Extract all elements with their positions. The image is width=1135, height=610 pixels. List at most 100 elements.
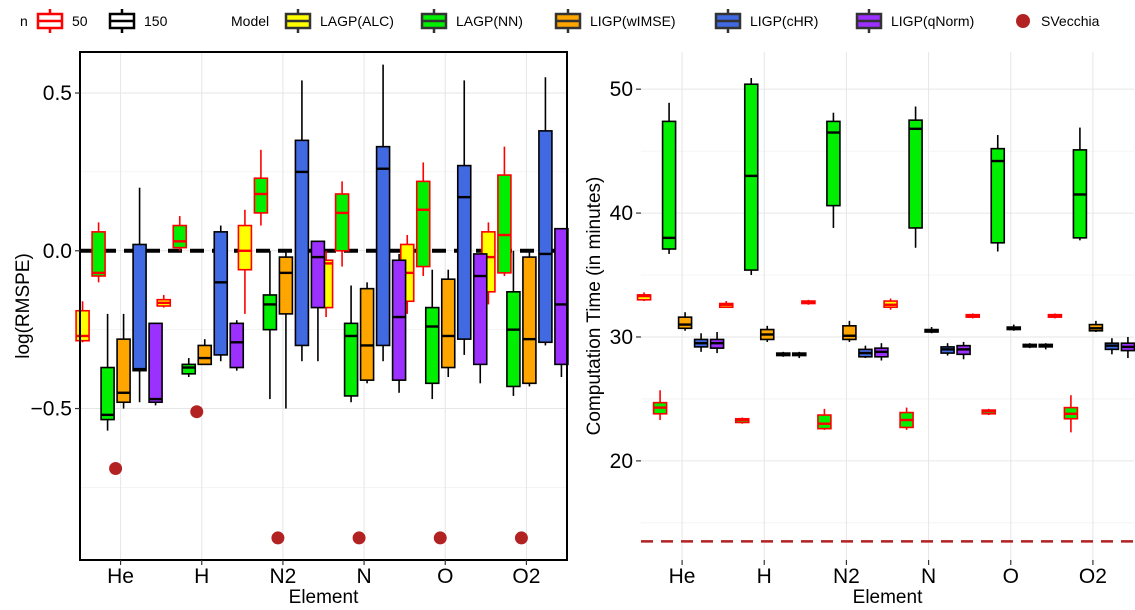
box-body xyxy=(100,366,115,421)
box-lagp-nn--n150-n2 xyxy=(826,112,841,228)
box-lagp-alc--n50-n2 xyxy=(801,299,816,305)
box-body xyxy=(359,287,375,381)
svecchia-point-n2 xyxy=(271,531,285,545)
box-lagp-nn--n50-he xyxy=(91,222,106,283)
x-tick-label-n2: N2 xyxy=(269,565,296,588)
box-lagp-alc--n50-h xyxy=(156,294,172,308)
box-body xyxy=(908,119,923,229)
x-tick-label-h: H xyxy=(757,565,772,588)
x-axis-title: Element xyxy=(289,587,359,605)
box-ligp-qnorm--n150-o xyxy=(1038,343,1054,350)
box-body xyxy=(990,147,1006,244)
legend-label-n-50: 50 xyxy=(72,13,88,29)
box-lagp-nn--n50-o2 xyxy=(497,146,512,277)
svecchia-point-o xyxy=(433,531,447,545)
legend-key-lagp-alc- xyxy=(284,9,312,33)
legend-key-n-150 xyxy=(108,9,136,33)
box-ligp-wimse--n150-n xyxy=(924,327,939,334)
legend-key-ligp-chr- xyxy=(714,9,742,33)
box-ligp-chr--n150-h xyxy=(775,351,791,357)
box-lagp-nn--n50-o2 xyxy=(1063,395,1079,433)
svecchia-point-o2 xyxy=(514,531,528,545)
box-lagp-nn--n50-o xyxy=(415,162,431,277)
box-body xyxy=(506,291,521,388)
box-ligp-wimse--n150-n2 xyxy=(278,250,294,409)
legend-label-n-150: 150 xyxy=(144,13,168,29)
box-lagp-alc--n50-o2 xyxy=(1047,313,1063,319)
box-lagp-nn--n150-h xyxy=(181,358,197,377)
box-lagp-alc--n50-o xyxy=(965,313,981,319)
box-body xyxy=(310,240,326,309)
box-ligp-chr--n150-n2 xyxy=(858,345,873,359)
legend-model-title: Model xyxy=(231,13,269,29)
box-ligp-qnorm--n150-n2 xyxy=(310,240,326,362)
x-tick-label-o2: O2 xyxy=(1079,565,1107,588)
box-ligp-qnorm--n150-n xyxy=(391,253,407,393)
box-ligp-wimse--n150-o2 xyxy=(1088,320,1104,333)
x-tick-label-n2: N2 xyxy=(833,565,860,588)
y-tick-label: 0.5 xyxy=(43,82,72,105)
box-ligp-qnorm--n150-n xyxy=(956,341,971,360)
box-ligp-wimse--n150-o xyxy=(1006,324,1022,331)
box-body xyxy=(172,224,188,249)
x-tick-label-he: He xyxy=(669,565,696,588)
box-body xyxy=(278,256,294,315)
x-tick-label-n: N xyxy=(921,565,936,588)
rmspe-boxplot: −0.5 0.0 0.5 He H N2 N O O2 Element log(RMSPE) xyxy=(13,51,569,608)
box-ligp-wimse--n150-h xyxy=(197,339,213,366)
legend-key-n-50 xyxy=(36,9,64,33)
box-lagp-alc--n50-h xyxy=(718,301,734,309)
box-body xyxy=(554,227,569,366)
box-body xyxy=(237,224,253,271)
box-body xyxy=(826,120,841,207)
box-lagp-nn--n150-he xyxy=(661,102,677,254)
box-ligp-chr--n150-o2 xyxy=(538,77,553,346)
box-ligp-qnorm--n150-h xyxy=(791,351,807,359)
box-ligp-wimse--n150-h xyxy=(759,325,775,342)
box-lagp-nn--n150-o xyxy=(990,135,1006,252)
legend-label-lagp-nn-: LAGP(NN) xyxy=(456,13,523,29)
y-tick-label: −0.5 xyxy=(31,398,72,421)
box-ligp-wimse--n150-n2 xyxy=(842,320,857,342)
x-tick-label-he: He xyxy=(107,565,134,588)
box-ligp-chr--n150-n xyxy=(375,64,391,362)
x-tick-label-h: H xyxy=(194,565,209,588)
box-body xyxy=(343,322,359,397)
box-lagp-nn--n50-n2 xyxy=(253,149,269,226)
box-body xyxy=(91,231,106,277)
legend-n-title: n xyxy=(20,13,28,29)
box-lagp-nn--n50-n xyxy=(334,181,350,267)
box-body xyxy=(253,177,269,214)
x-tick-label-o: O xyxy=(1003,565,1019,588)
box-body xyxy=(213,231,229,356)
box-lagp-nn--n150-n2 xyxy=(262,250,278,400)
legend-label-ligp-chr-: LIGP(cHR) xyxy=(750,13,818,29)
box-body xyxy=(132,243,147,372)
box-ligp-wimse--n150-o xyxy=(440,269,456,377)
box-ligp-qnorm--n150-o2 xyxy=(554,227,569,377)
box-ligp-qnorm--n150-h xyxy=(229,320,245,371)
svecchia-point-n xyxy=(352,531,366,545)
box-body xyxy=(842,325,857,341)
box-body xyxy=(148,322,163,404)
plot-frame xyxy=(79,51,568,561)
box-body xyxy=(229,322,245,369)
box-ligp-chr--n150-o xyxy=(456,80,472,355)
box-lagp-nn--n150-o2 xyxy=(1072,127,1088,241)
box-lagp-alc--n50-he xyxy=(636,292,652,302)
box-body xyxy=(456,164,472,340)
legend-key-ligp-qnorm- xyxy=(855,9,883,33)
legend-label-svecchia: SVecchia xyxy=(1041,13,1100,29)
x-tick-label-o: O xyxy=(437,565,453,588)
box-lagp-nn--n150-o2 xyxy=(506,250,521,396)
box-lagp-alc--n50-he xyxy=(75,301,90,343)
y-tick-label: 50 xyxy=(610,78,633,101)
box-body xyxy=(440,278,456,369)
box-body xyxy=(391,259,407,381)
box-lagp-alc--n50-n xyxy=(883,298,898,310)
box-body xyxy=(334,193,350,252)
box-ligp-wimse--n150-he xyxy=(677,312,693,331)
box-body xyxy=(181,363,197,375)
box-body xyxy=(636,294,652,301)
y-tick-label: 30 xyxy=(610,326,633,349)
